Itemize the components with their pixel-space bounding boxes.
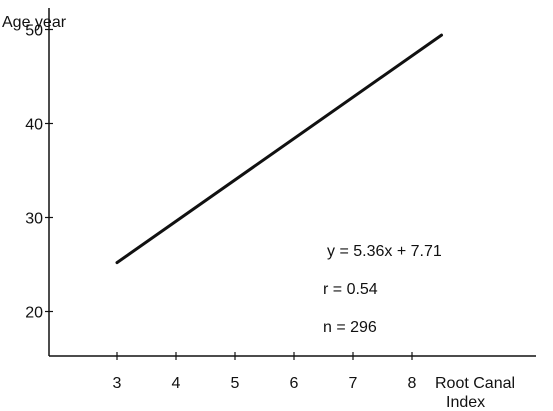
x-axis-label-line-2: Index	[446, 394, 485, 411]
y-tick-label: 20	[25, 305, 43, 322]
x-tick-label: 7	[349, 375, 358, 392]
y-ticks: 203040506070	[25, 23, 53, 322]
y-tick-label: 50	[25, 23, 43, 40]
y-axis-label: Age year	[2, 14, 67, 31]
sample-size: n = 296	[323, 319, 377, 336]
y-tick-label: 30	[25, 211, 43, 228]
regression-line	[115, 33, 443, 265]
x-tick-label: 8	[408, 375, 417, 392]
correlation-coefficient: r = 0.54	[323, 281, 378, 298]
x-tick-label: 4	[172, 375, 181, 392]
x-axis-label-line-1: Root Canal	[435, 375, 515, 392]
series-layer	[115, 33, 443, 265]
x-tick-label: 3	[113, 375, 122, 392]
regression-equation: y = 5.36x + 7.71	[327, 243, 442, 260]
y-tick-label: 40	[25, 117, 43, 134]
x-tick-label: 5	[231, 375, 240, 392]
x-ticks: 3 4 5 6 7 8	[113, 352, 417, 392]
axes	[48, 8, 536, 357]
x-tick-label: 6	[290, 375, 299, 392]
